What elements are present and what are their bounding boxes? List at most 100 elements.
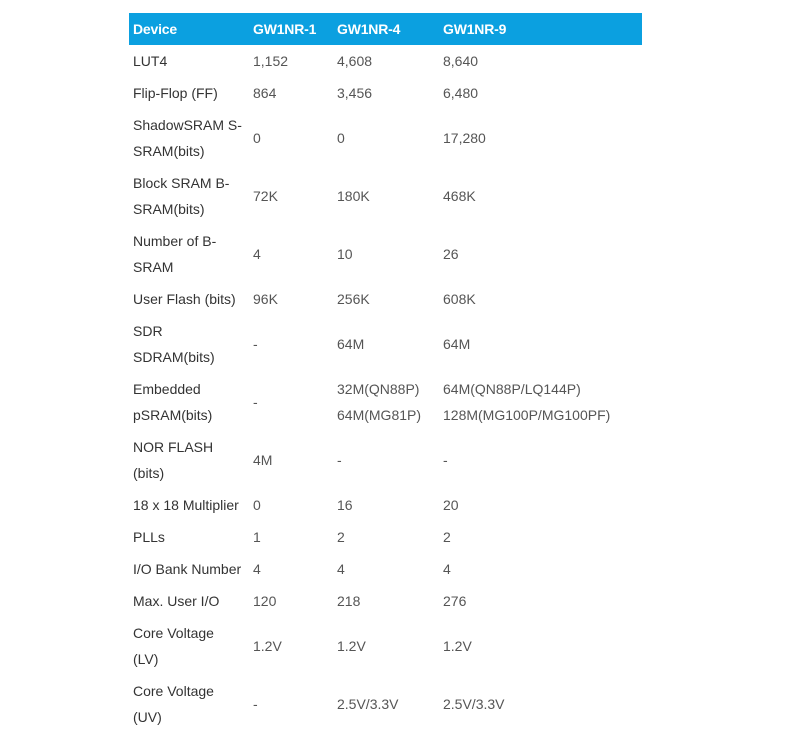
table-cell: 1.2V: [333, 617, 439, 675]
cell-value: 864: [253, 85, 277, 101]
row-label-line: Block SRAM B-: [133, 175, 230, 191]
cell-value: 32M(QN88P): [337, 381, 420, 397]
cell-value: -: [337, 452, 342, 468]
table-cell: 16: [333, 489, 439, 521]
table-row: Flip-Flop (FF) 864 3,456 6,480: [129, 77, 642, 109]
table-cell: 0: [249, 109, 333, 167]
table-row: Core Voltage (UV) - 2.5V/3.3V 2.5V/3.3V: [129, 675, 642, 733]
table-cell: 10: [333, 225, 439, 283]
table-cell: 1,152: [249, 45, 333, 77]
table-cell: 72K: [249, 167, 333, 225]
table-cell: 64M(QN88P/LQ144P) 128M(MG100P/MG100PF): [439, 373, 642, 431]
table-cell: 120: [249, 585, 333, 617]
cell-value: 1,152: [253, 53, 289, 69]
cell-value: 120: [253, 593, 277, 609]
table-cell: 864: [249, 77, 333, 109]
cell-value: 96K: [253, 291, 278, 307]
cell-value: 4: [443, 561, 451, 577]
table-cell: 4: [249, 553, 333, 585]
table-cell: 96K: [249, 283, 333, 315]
table-cell: 1.2V: [249, 617, 333, 675]
cell-value: 218: [337, 593, 361, 609]
table-cell: 64M: [439, 315, 642, 373]
cell-value: 6,480: [443, 85, 479, 101]
cell-value: 4: [337, 561, 345, 577]
row-label: Core Voltage (UV): [129, 675, 249, 733]
table-row: I/O Bank Number 4 4 4: [129, 553, 642, 585]
table-cell: 4: [333, 553, 439, 585]
row-label: User Flash (bits): [129, 283, 249, 315]
cell-value: 72K: [253, 188, 278, 204]
device-comparison-table: Device GW1NR-1 GW1NR-4 GW1NR-9 LUT4 1,152 4,6…: [129, 13, 642, 733]
table-cell: 6,480: [439, 77, 642, 109]
cell-value: 0: [253, 130, 261, 146]
cell-value: -: [253, 696, 258, 712]
row-label-line: SRAM(bits): [133, 201, 205, 217]
table-row: 18 x 18 Multiplier 0 16 20: [129, 489, 642, 521]
cell-value: 1.2V: [443, 638, 472, 654]
cell-value: -: [443, 452, 448, 468]
table-row: PLLs 1 2 2: [129, 521, 642, 553]
table-cell: 276: [439, 585, 642, 617]
cell-value: 64M: [337, 336, 365, 352]
cell-value: 3,456: [337, 85, 373, 101]
row-label-line: (bits): [133, 465, 165, 481]
cell-value: 2: [443, 529, 451, 545]
table-cell: 2.5V/3.3V: [439, 675, 642, 733]
table-row: Number of B- SRAM 4 10 26: [129, 225, 642, 283]
row-label: Core Voltage (LV): [129, 617, 249, 675]
cell-value: -: [253, 394, 258, 410]
row-label: Flip-Flop (FF): [129, 77, 249, 109]
cell-value: 2.5V/3.3V: [337, 696, 399, 712]
row-label-line: ShadowSRAM S-: [133, 117, 242, 133]
table-cell: 1.2V: [439, 617, 642, 675]
table-row: LUT4 1,152 4,608 8,640: [129, 45, 642, 77]
column-header: Device: [129, 13, 249, 45]
cell-value: 16: [337, 497, 353, 513]
row-label-line: LUT4: [133, 53, 168, 69]
row-label: Number of B- SRAM: [129, 225, 249, 283]
row-label: Max. User I/O: [129, 585, 249, 617]
row-label-line: SDRAM(bits): [133, 349, 215, 365]
table-row: SDR SDRAM(bits) - 64M 64M: [129, 315, 642, 373]
table-cell: 608K: [439, 283, 642, 315]
cell-value: 17,280: [443, 130, 486, 146]
column-header: GW1NR-4: [333, 13, 439, 45]
table-row: Block SRAM B- SRAM(bits) 72K 180K 468K: [129, 167, 642, 225]
table-cell: 4: [249, 225, 333, 283]
row-label: 18 x 18 Multiplier: [129, 489, 249, 521]
cell-value: 4M: [253, 452, 273, 468]
table-row: Embedded pSRAM(bits) - 32M(QN88P) 64M(MG81P)…: [129, 373, 642, 431]
table-cell: 8,640: [439, 45, 642, 77]
table-cell: 0: [249, 489, 333, 521]
table-header-row: Device GW1NR-1 GW1NR-4 GW1NR-9: [129, 13, 642, 45]
cell-value: 180K: [337, 188, 370, 204]
table-cell: -: [333, 431, 439, 489]
row-label-line: PLLs: [133, 529, 165, 545]
table-row: Max. User I/O 120 218 276: [129, 585, 642, 617]
table-row: User Flash (bits) 96K 256K 608K: [129, 283, 642, 315]
row-label-line: SDR: [133, 323, 163, 339]
table-row: ShadowSRAM S- SRAM(bits) 0 0 17,280: [129, 109, 642, 167]
table-row: NOR FLASH (bits) 4M - -: [129, 431, 642, 489]
cell-value: 8,640: [443, 53, 479, 69]
table-cell: 64M: [333, 315, 439, 373]
row-label-line: Core Voltage: [133, 625, 214, 641]
cell-value: 10: [337, 246, 353, 262]
cell-value: 2: [337, 529, 345, 545]
cell-value: 0: [253, 497, 261, 513]
cell-value: 20: [443, 497, 459, 513]
table-cell: 0: [333, 109, 439, 167]
cell-value: 276: [443, 593, 467, 609]
row-label-line: NOR FLASH: [133, 439, 214, 455]
table-cell: -: [439, 431, 642, 489]
table-cell: 3,456: [333, 77, 439, 109]
table-cell: 32M(QN88P) 64M(MG81P): [333, 373, 439, 431]
table-cell: -: [249, 675, 333, 733]
table-cell: 1: [249, 521, 333, 553]
table-cell: 180K: [333, 167, 439, 225]
row-label-line: Flip-Flop (FF): [133, 85, 218, 101]
row-label-line: (LV): [133, 651, 159, 667]
row-label-line: I/O Bank Number: [133, 561, 242, 577]
table-cell: 4: [439, 553, 642, 585]
